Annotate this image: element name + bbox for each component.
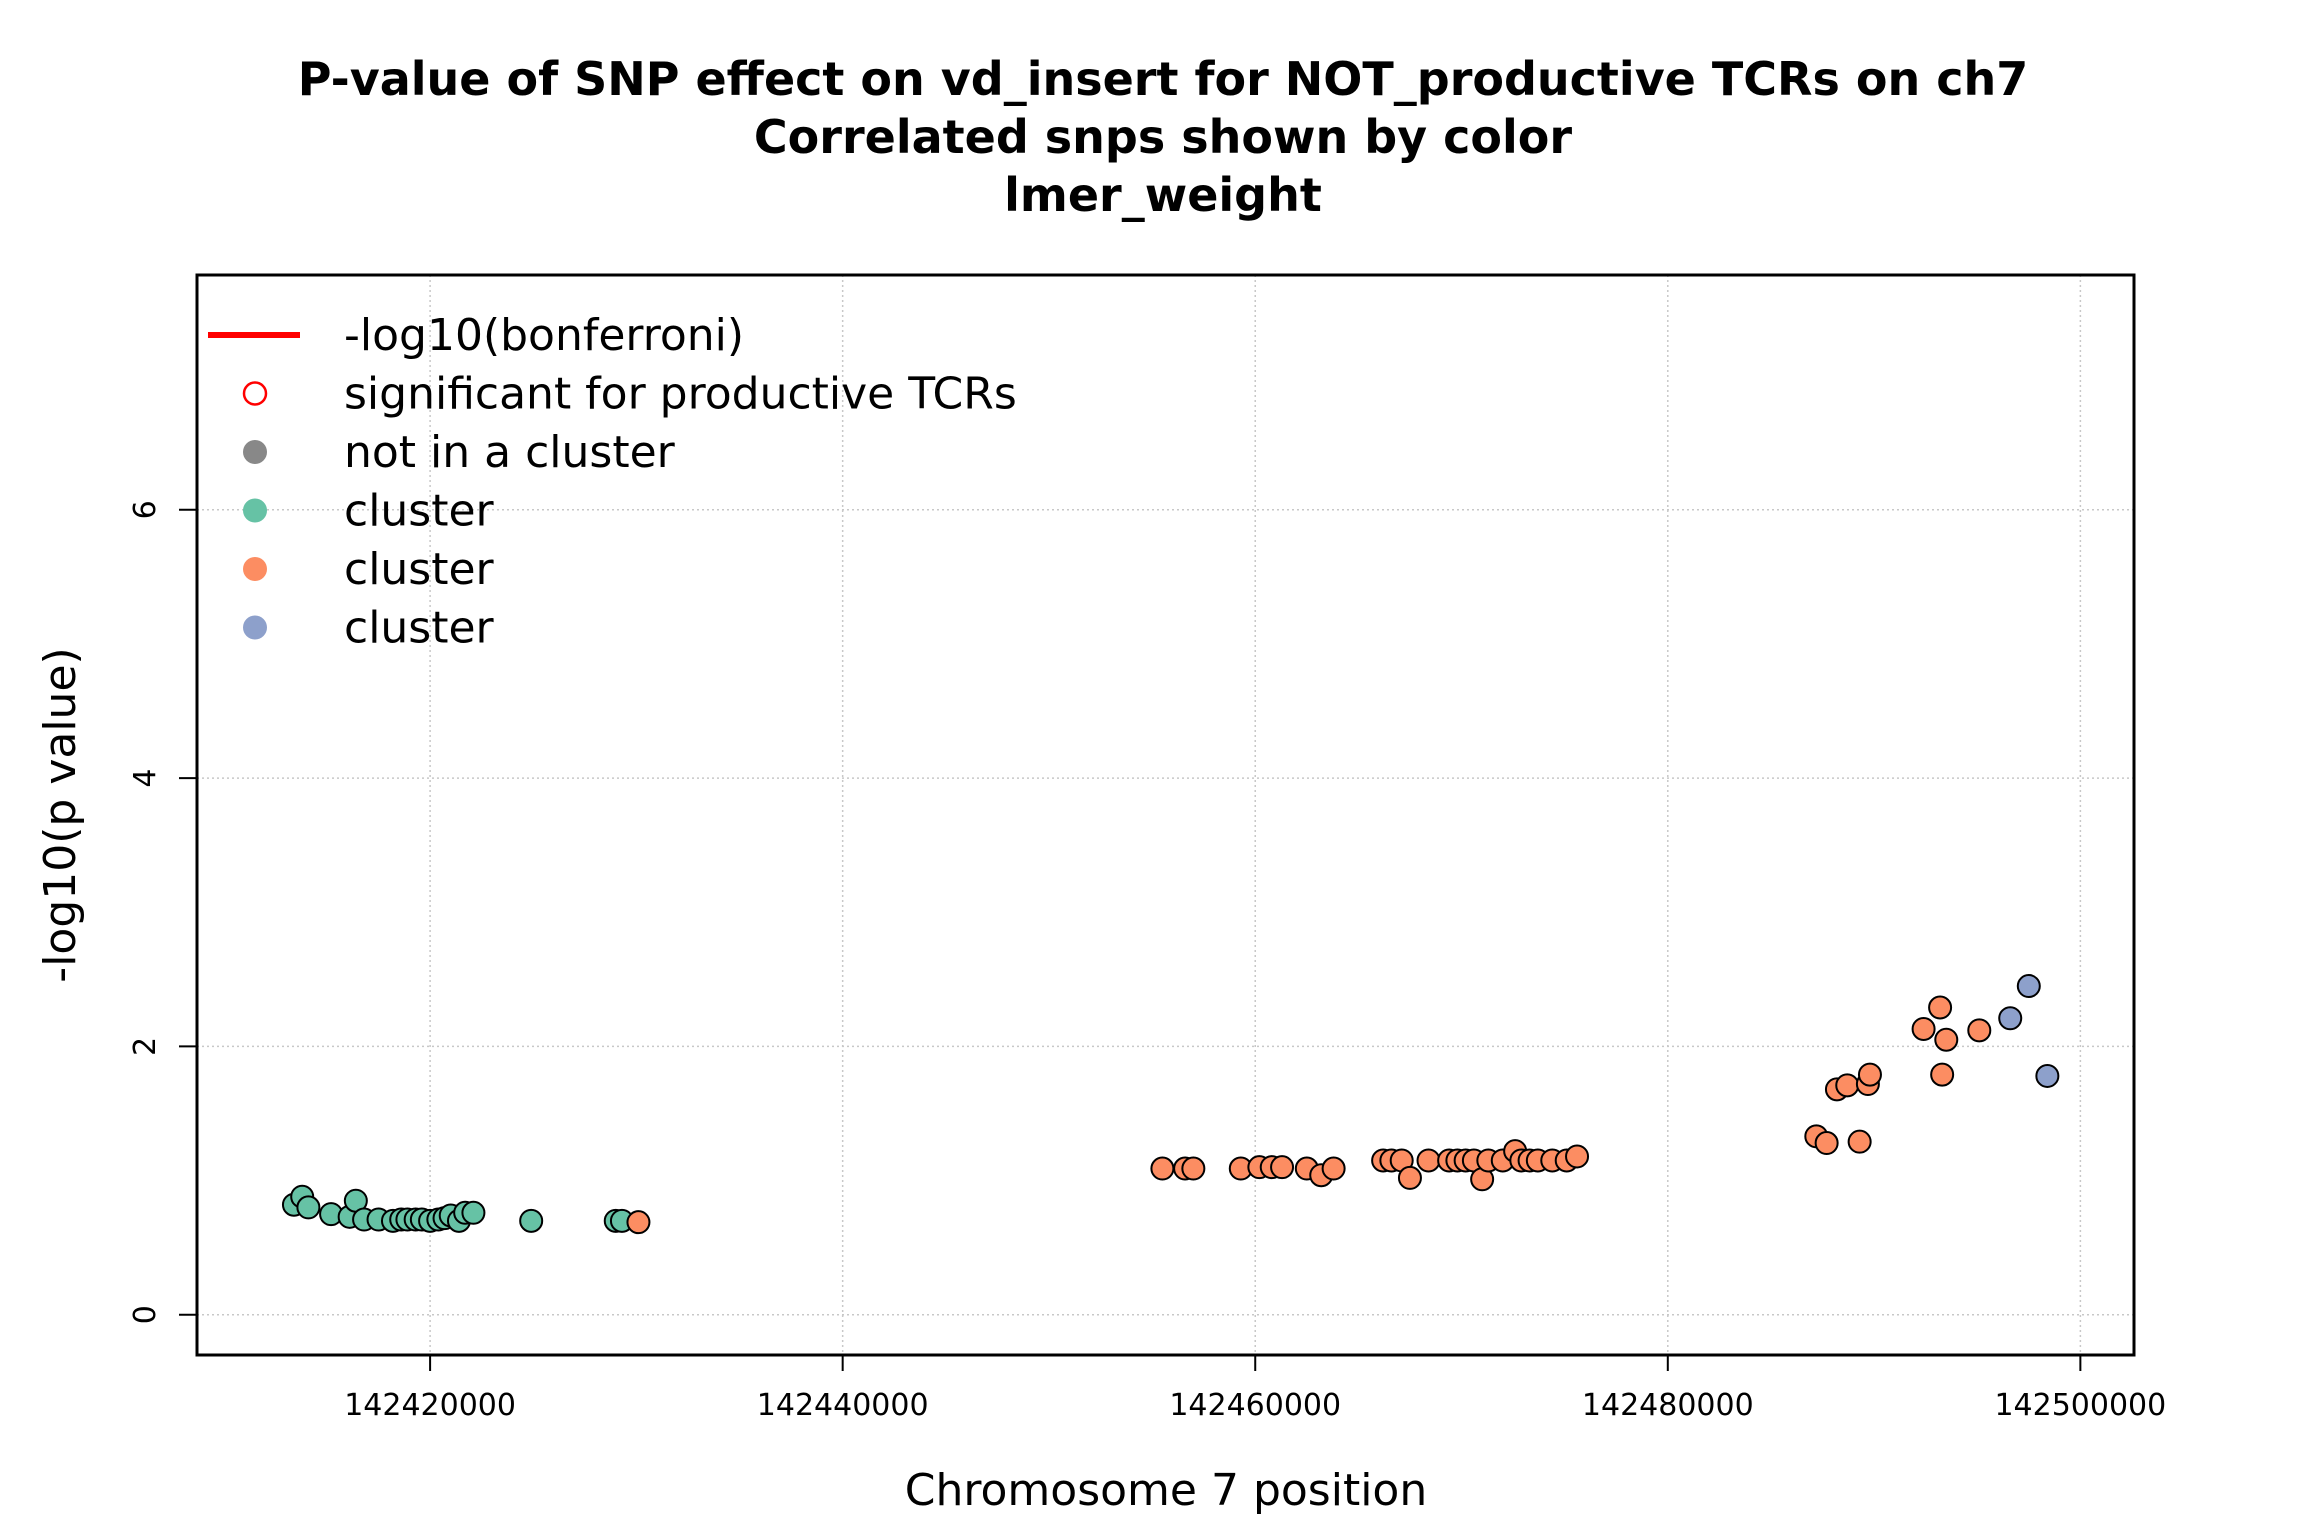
data-point (626, 1210, 651, 1235)
y-tick-label: 4 (128, 769, 163, 788)
grid (197, 275, 2134, 1355)
data-point (1934, 1027, 1959, 1052)
data-point (2035, 1063, 2060, 1088)
data-points (281, 974, 2060, 1235)
chart-title: P-value of SNP effect on vd_insert for N… (298, 52, 2028, 106)
legend-circle-swatch (243, 557, 267, 581)
data-point (2016, 974, 2041, 999)
data-point (461, 1200, 486, 1225)
data-point (1814, 1131, 1839, 1156)
data-point (1998, 1006, 2023, 1031)
data-point (296, 1195, 321, 1220)
y-tick-label: 0 (128, 1305, 163, 1324)
data-point (1397, 1165, 1422, 1190)
data-point (1930, 1062, 1955, 1087)
data-point (519, 1208, 544, 1233)
chart-method-label: lmer_weight (1004, 168, 1322, 222)
data-point (1835, 1073, 1860, 1098)
x-tick-label: 142440000 (757, 1388, 929, 1423)
legend-circle-swatch (243, 498, 267, 523)
data-point (1847, 1129, 1872, 1154)
data-point (1967, 1018, 1992, 1043)
plot-frame (195, 273, 2136, 1357)
data-point (1565, 1144, 1590, 1169)
legend: -log10(bonferroni) significant for produc… (208, 310, 1017, 654)
data-point (1150, 1156, 1175, 1181)
x-axis: 142420000 142440000 142460000 142480000 1425… (344, 1355, 2166, 1423)
y-axis: 0 2 4 6 (128, 500, 197, 1324)
y-tick-label: 6 (128, 500, 163, 519)
legend-label: not in a cluster (344, 427, 676, 478)
x-tick-label: 142460000 (1169, 1388, 1341, 1423)
legend-circle-swatch (242, 381, 268, 406)
x-tick-label: 142500000 (1994, 1388, 2166, 1423)
legend-label: cluster (344, 603, 495, 654)
legend-circle-swatch (243, 615, 267, 640)
data-point (1181, 1156, 1206, 1181)
data-point (1270, 1155, 1295, 1180)
legend-circle-swatch (243, 440, 267, 464)
legend-label: cluster (344, 544, 495, 595)
data-point (1321, 1156, 1346, 1181)
chart-title-group: P-value of SNP effect on vd_insert for N… (298, 52, 2028, 222)
data-point (1928, 995, 1953, 1020)
data-point (1911, 1016, 1936, 1041)
chart-subtitle: Correlated snps shown by color (754, 110, 1572, 164)
legend-label: -log10(bonferroni) (344, 310, 744, 361)
data-point (1857, 1062, 1882, 1087)
y-axis-label: -log10(p value) (35, 647, 86, 982)
x-tick-label: 142420000 (344, 1388, 516, 1423)
y-tick-label: 2 (128, 1037, 163, 1056)
legend-label: significant for productive TCRs (344, 369, 1017, 420)
x-tick-label: 142480000 (1582, 1388, 1754, 1423)
data-point (1416, 1148, 1441, 1173)
x-axis-label: Chromosome 7 position (905, 1465, 1427, 1516)
legend-label: cluster (344, 486, 495, 537)
